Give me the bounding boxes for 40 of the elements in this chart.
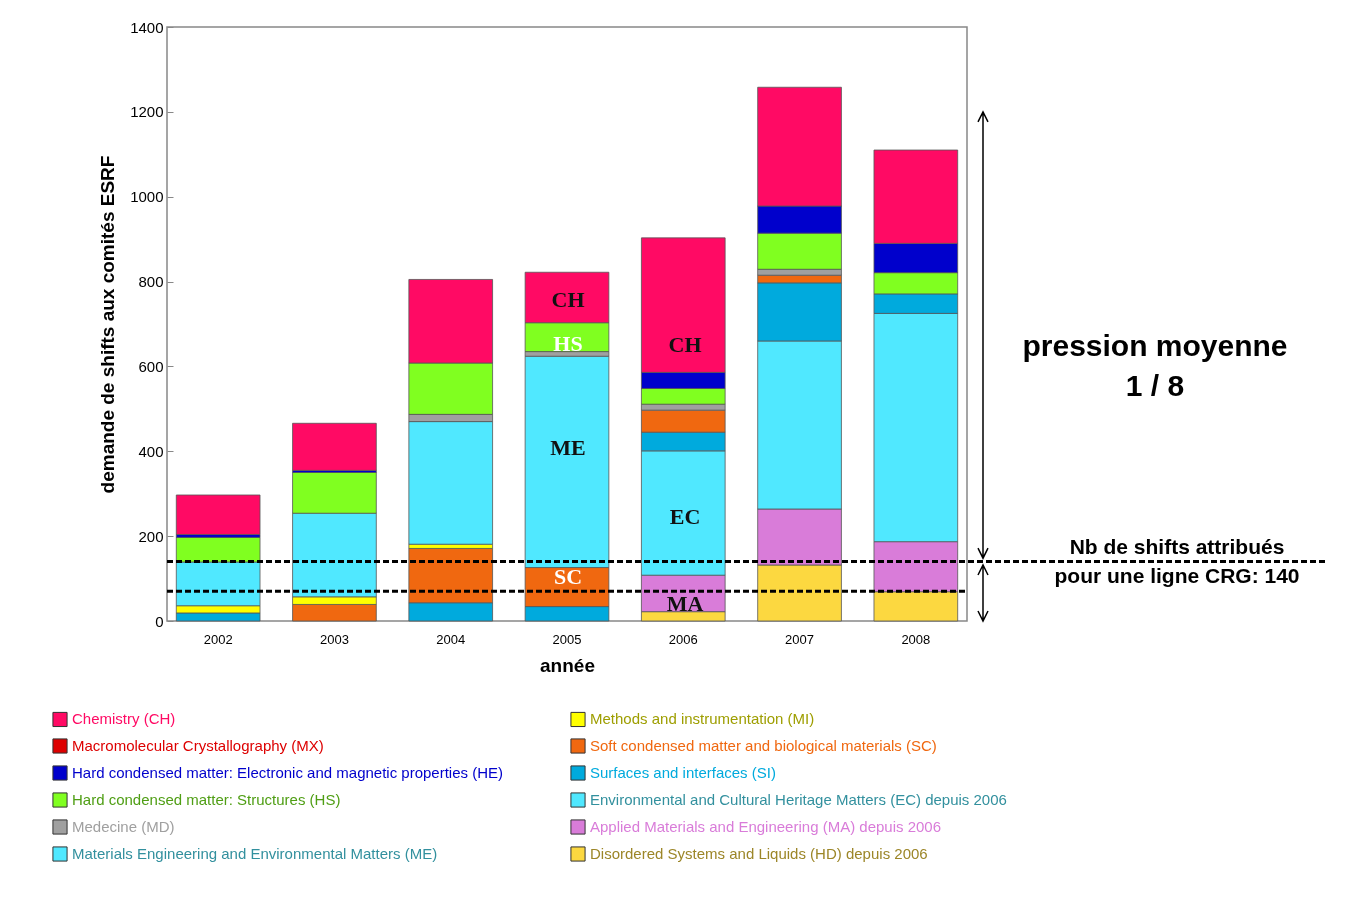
legend-label: Disordered Systems and Liquids (HD) depuis 2006 (590, 845, 928, 862)
x-tick-label: 2003 (319, 631, 349, 647)
x-tick-label: 2007 (785, 631, 815, 647)
annotation: SC (553, 564, 583, 589)
x-axis-title: année (540, 654, 595, 676)
x-tick-label: 2002 (203, 631, 233, 647)
annotation: ME (550, 435, 586, 460)
y-tick-label: 0 (155, 612, 164, 630)
text: pression moyenne 1 / 8 (1022, 329, 1288, 402)
annotation: HS (553, 331, 583, 356)
legend-label: Chemistry (CH) (72, 710, 176, 728)
legend-label: Environmental and Cultural Heritage Matters (EC) depuis 2006 (590, 791, 1007, 808)
x-tick-label: 2006 (668, 631, 698, 647)
y-tick-label: 1200 (130, 103, 164, 121)
y-axis-title: demande de shifts aux comités ESRF (97, 155, 119, 494)
x-tick-label: 2005 (552, 631, 582, 647)
annotation: MA (666, 591, 704, 616)
legend-label: Medecine (MD) (72, 818, 175, 835)
ref-line-label: Nb de shifts attribués pour une ligne CRG: 140 (1054, 534, 1300, 587)
legend-label: Hard condensed matter: Electronic and magnetic properties (HE) (72, 764, 504, 781)
legend-label: Surfaces and interfaces (SI) (590, 764, 776, 781)
y-tick-label: 1000 (130, 188, 164, 206)
legend-label: Soft condensed matter and biological materials (SC) (590, 737, 937, 754)
annotation: CH (668, 332, 702, 357)
y-tick-label: 400 (138, 442, 164, 460)
bar (175, 494, 261, 535)
annotation: EC (669, 504, 701, 529)
annotation: CH (551, 287, 585, 312)
y-tick-label: 600 (138, 357, 164, 375)
legend-label: Macromolecular Crystallography (MX) (72, 737, 324, 754)
x-tick-label: 2004 (436, 631, 466, 647)
bar (292, 422, 377, 471)
legend-label: Methods and instrumentation (MI) (590, 710, 815, 728)
legend-label: Applied Materials and Engineering (MA) depuis 2006 (590, 818, 942, 835)
legend-label: Materials Engineering and Environmental Matters (ME) (72, 845, 438, 862)
y-tick-label: 1400 (130, 18, 164, 36)
y-tick-label: 800 (138, 273, 164, 291)
legend-label: Hard condensed matter: Structures (HS) (72, 791, 341, 808)
y-tick-label: 200 (138, 527, 164, 545)
x-tick-label: 2008 (901, 631, 931, 647)
